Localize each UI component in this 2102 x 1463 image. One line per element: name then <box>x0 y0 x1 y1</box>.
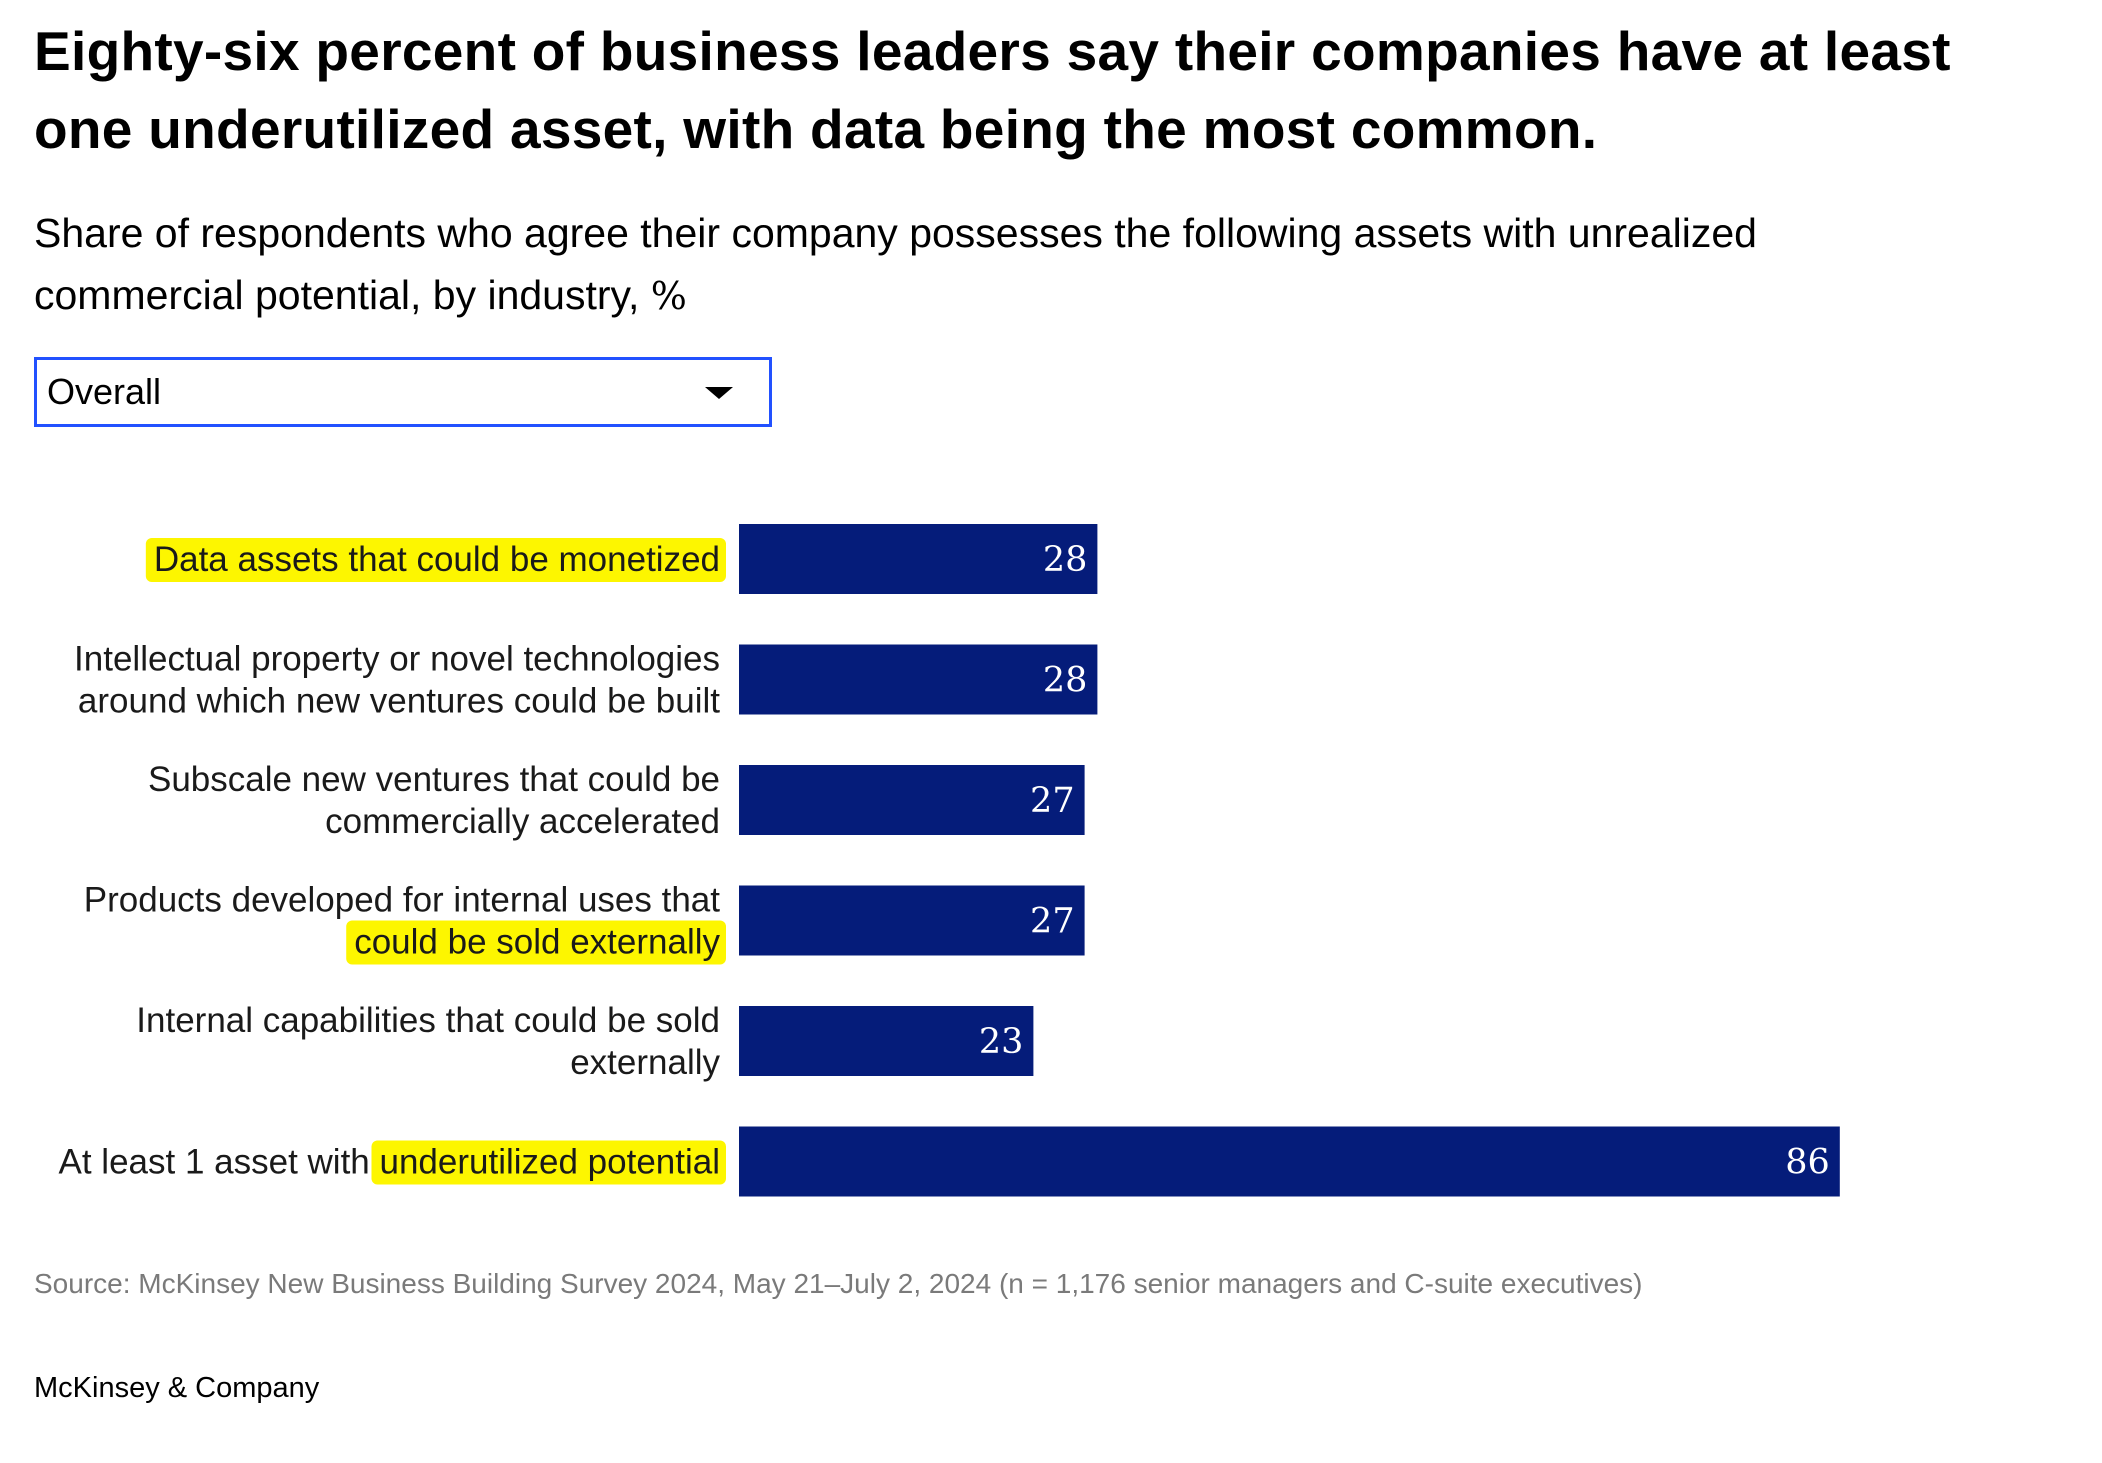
bar-value-2: 28 <box>1043 661 1088 701</box>
bar-1 <box>739 524 1098 594</box>
brand-name: McKinsey & Company <box>34 1372 320 1404</box>
category-label-3-line-2: commercially accelerated <box>325 802 720 841</box>
category-label-4-line-1: Products developed for internal uses tha… <box>84 881 720 920</box>
bar-value-4: 27 <box>1030 902 1075 942</box>
industry-dropdown-value: Overall <box>47 371 162 412</box>
source-note: Source: McKinsey New Business Building S… <box>34 1268 1643 1299</box>
bar-value-5: 23 <box>979 1022 1024 1062</box>
bar-6 <box>739 1126 1840 1197</box>
bar-3 <box>739 765 1085 835</box>
subtitle-unit: % <box>650 274 687 318</box>
category-label-2-line-2: around which new ventures could be built <box>78 682 720 721</box>
category-label-2-line-1: Intellectual property or novel technolog… <box>74 640 720 679</box>
chart-title: Eighty-six percent of business leaders s… <box>34 20 1951 160</box>
category-label-5-line-1: Internal capabilities that could be sold <box>136 1001 720 1040</box>
bar-value-6: 86 <box>1785 1143 1830 1183</box>
bar-5 <box>739 1006 1034 1076</box>
highlight-marker-4 <box>346 920 726 965</box>
subtitle-text: Share of respondents who agree their com… <box>34 210 1757 318</box>
category-label-6: At least 1 asset with underutilized pote… <box>59 1143 721 1182</box>
caret-down-icon <box>705 387 733 399</box>
industry-dropdown[interactable]: Overall <box>34 357 772 427</box>
category-label-4-line-2: could be sold externally <box>354 923 720 962</box>
category-label-3-line-1: Subscale new ventures that could be <box>148 760 720 799</box>
category-label-1: Data assets that could be monetized <box>154 540 720 579</box>
bar-4 <box>739 885 1085 956</box>
bar-value-1: 28 <box>1043 540 1088 580</box>
highlight-marker-6 <box>371 1140 726 1185</box>
chart-subtitle: Share of respondents who agree their com… <box>34 202 1934 327</box>
bar-chart: 28 Data assets that could be monetized 28 I… <box>59 524 1840 1197</box>
category-label-5-line-2: externally <box>570 1043 720 1082</box>
bar-value-3: 27 <box>1030 781 1075 821</box>
bar-2 <box>739 644 1098 715</box>
highlight-marker-1 <box>145 538 726 582</box>
